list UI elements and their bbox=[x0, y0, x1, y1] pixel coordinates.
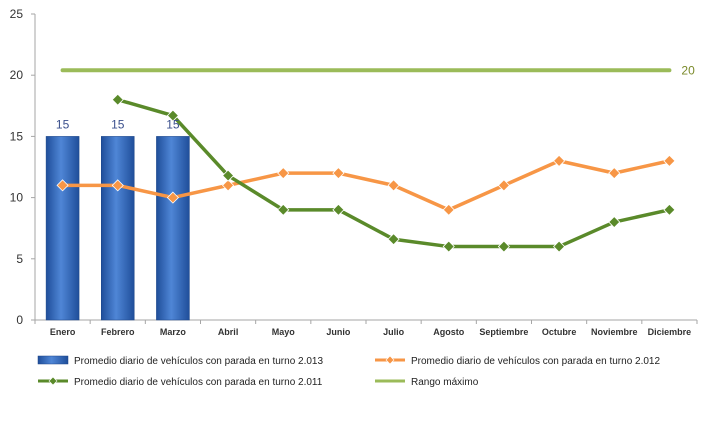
legend-label: Promedio diario de vehículos con parada … bbox=[74, 356, 323, 367]
data-point-marker bbox=[56, 179, 69, 192]
data-point-marker bbox=[277, 167, 290, 180]
x-tick-label: Abril bbox=[218, 327, 239, 337]
data-point-marker bbox=[387, 179, 400, 192]
data-point-marker bbox=[553, 240, 566, 253]
x-tick-label: Junio bbox=[326, 327, 351, 337]
lines bbox=[56, 68, 676, 253]
legend-label: Promedio diario de vehículos con parada … bbox=[411, 356, 660, 367]
legend-marker bbox=[385, 355, 395, 365]
bar bbox=[101, 136, 135, 321]
x-tick-label: Agosto bbox=[433, 327, 464, 337]
legend-label: Rango máximo bbox=[411, 377, 479, 388]
legend: Promedio diario de vehículos con parada … bbox=[37, 355, 660, 388]
x-tick-label: Diciembre bbox=[648, 327, 692, 337]
range-end-label: 20 bbox=[681, 63, 695, 77]
data-point-marker bbox=[222, 169, 235, 182]
data-point-marker bbox=[222, 179, 235, 192]
legend-label: Promedio diario de vehículos con parada … bbox=[74, 377, 323, 388]
bar bbox=[156, 136, 190, 321]
x-tick-label: Julio bbox=[383, 327, 405, 337]
data-point-marker bbox=[442, 240, 455, 253]
data-point-marker bbox=[663, 203, 676, 216]
data-point-marker bbox=[608, 216, 621, 229]
bar-value-label: 15 bbox=[166, 117, 180, 131]
y-tick-label: 20 bbox=[10, 68, 24, 82]
legend-marker bbox=[48, 376, 58, 386]
x-tick-label: Enero bbox=[50, 327, 76, 337]
x-tick-label: Febrero bbox=[101, 327, 135, 337]
data-point-marker bbox=[332, 167, 345, 180]
data-point-marker bbox=[608, 167, 621, 180]
data-labels: 15 15 15 20 bbox=[56, 63, 695, 131]
data-point-marker bbox=[387, 233, 400, 246]
bar-value-label: 15 bbox=[111, 117, 125, 131]
data-point-marker bbox=[663, 154, 676, 167]
y-tick-label: 10 bbox=[10, 191, 24, 205]
data-point-marker bbox=[442, 203, 455, 216]
x-tick-label: Marzo bbox=[160, 327, 187, 337]
legend-swatch bbox=[37, 355, 69, 365]
axes: 0 5 10 15 20 25 Enero Febrero Marzo Abril Mayo Juni… bbox=[10, 7, 698, 337]
x-tick-label: Noviembre bbox=[591, 327, 638, 337]
data-point-marker bbox=[166, 109, 179, 122]
x-tick-label: Septiembre bbox=[479, 327, 528, 337]
x-tick-label: Octubre bbox=[542, 327, 577, 337]
data-point-marker bbox=[166, 191, 179, 204]
data-point-marker bbox=[497, 179, 510, 192]
data-point-marker bbox=[497, 240, 510, 253]
bar bbox=[45, 136, 80, 321]
data-point-marker bbox=[111, 93, 124, 106]
data-point-marker bbox=[277, 203, 290, 216]
x-tick-label: Mayo bbox=[272, 327, 296, 337]
bars bbox=[45, 136, 190, 321]
data-point-marker bbox=[111, 179, 124, 192]
y-tick-label: 0 bbox=[16, 313, 23, 327]
bar-value-label: 15 bbox=[56, 117, 70, 131]
data-point-marker bbox=[332, 203, 345, 216]
y-tick-label: 5 bbox=[16, 252, 23, 266]
y-tick-label: 25 bbox=[10, 7, 24, 21]
data-point-marker bbox=[553, 154, 566, 167]
series-line bbox=[116, 97, 672, 249]
series-line bbox=[60, 159, 672, 212]
y-tick-label: 15 bbox=[10, 129, 24, 143]
